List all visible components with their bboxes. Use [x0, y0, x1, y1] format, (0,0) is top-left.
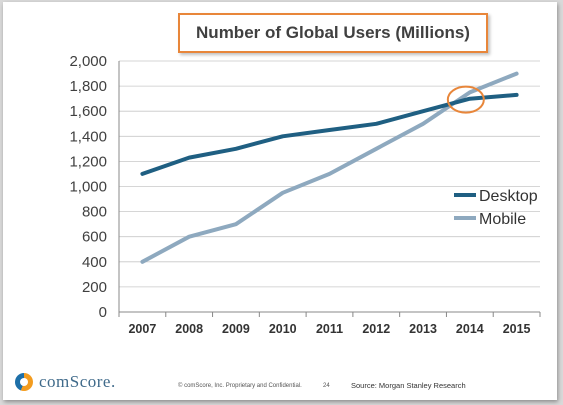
x-tick-label: 2013 [409, 322, 437, 336]
slide: Number of Global Users (Millions) 0 200 40… [3, 2, 557, 400]
x-tick-label: 2012 [362, 322, 390, 336]
page-number: 24 [323, 383, 330, 389]
y-tick-label: 2,000 [69, 53, 107, 70]
legend-label-mobile: Mobile [479, 211, 526, 228]
copyright-text: © comScore, Inc. Proprietary and Confide… [178, 383, 302, 389]
line-chart: 0 200 400 600 800 1,000 1,200 1,400 1,600 1,800 2,… [69, 53, 541, 336]
x-tick-label: 2007 [128, 322, 156, 336]
x-tick-label: 2010 [269, 322, 297, 336]
x-tick-label: 2015 [503, 322, 531, 336]
y-tick-label: 1,400 [69, 128, 107, 145]
y-tick-label: 400 [82, 254, 107, 271]
comscore-logo-icon [15, 373, 33, 391]
chart-title: Number of Global Users (Millions) [178, 13, 488, 53]
source-text: Source: Morgan Stanley Research [351, 381, 466, 390]
x-tick-label: 2008 [175, 322, 203, 336]
y-tick-label: 600 [82, 229, 107, 246]
series-line-desktop [140, 92, 519, 176]
comscore-logo: comScore. [15, 372, 116, 392]
y-tick-label: 1,000 [69, 179, 107, 196]
footer: comScore. © comScore, Inc. Proprietary a… [3, 368, 557, 398]
x-tick-label: 2011 [316, 322, 343, 336]
y-tick-label: 200 [82, 279, 107, 296]
brand-name: comScore. [39, 372, 116, 391]
highlight-ellipse [446, 85, 485, 114]
y-tick-label: 1,200 [69, 153, 107, 170]
y-tick-label: 1,600 [69, 103, 107, 120]
y-tick-label: 800 [82, 204, 107, 221]
x-tick-label: 2009 [222, 322, 250, 336]
x-tick-label: 2014 [456, 322, 484, 336]
y-tick-label: 0 [99, 304, 107, 321]
y-tick-label: 1,800 [69, 78, 107, 95]
legend-label-desktop: Desktop [479, 188, 538, 205]
